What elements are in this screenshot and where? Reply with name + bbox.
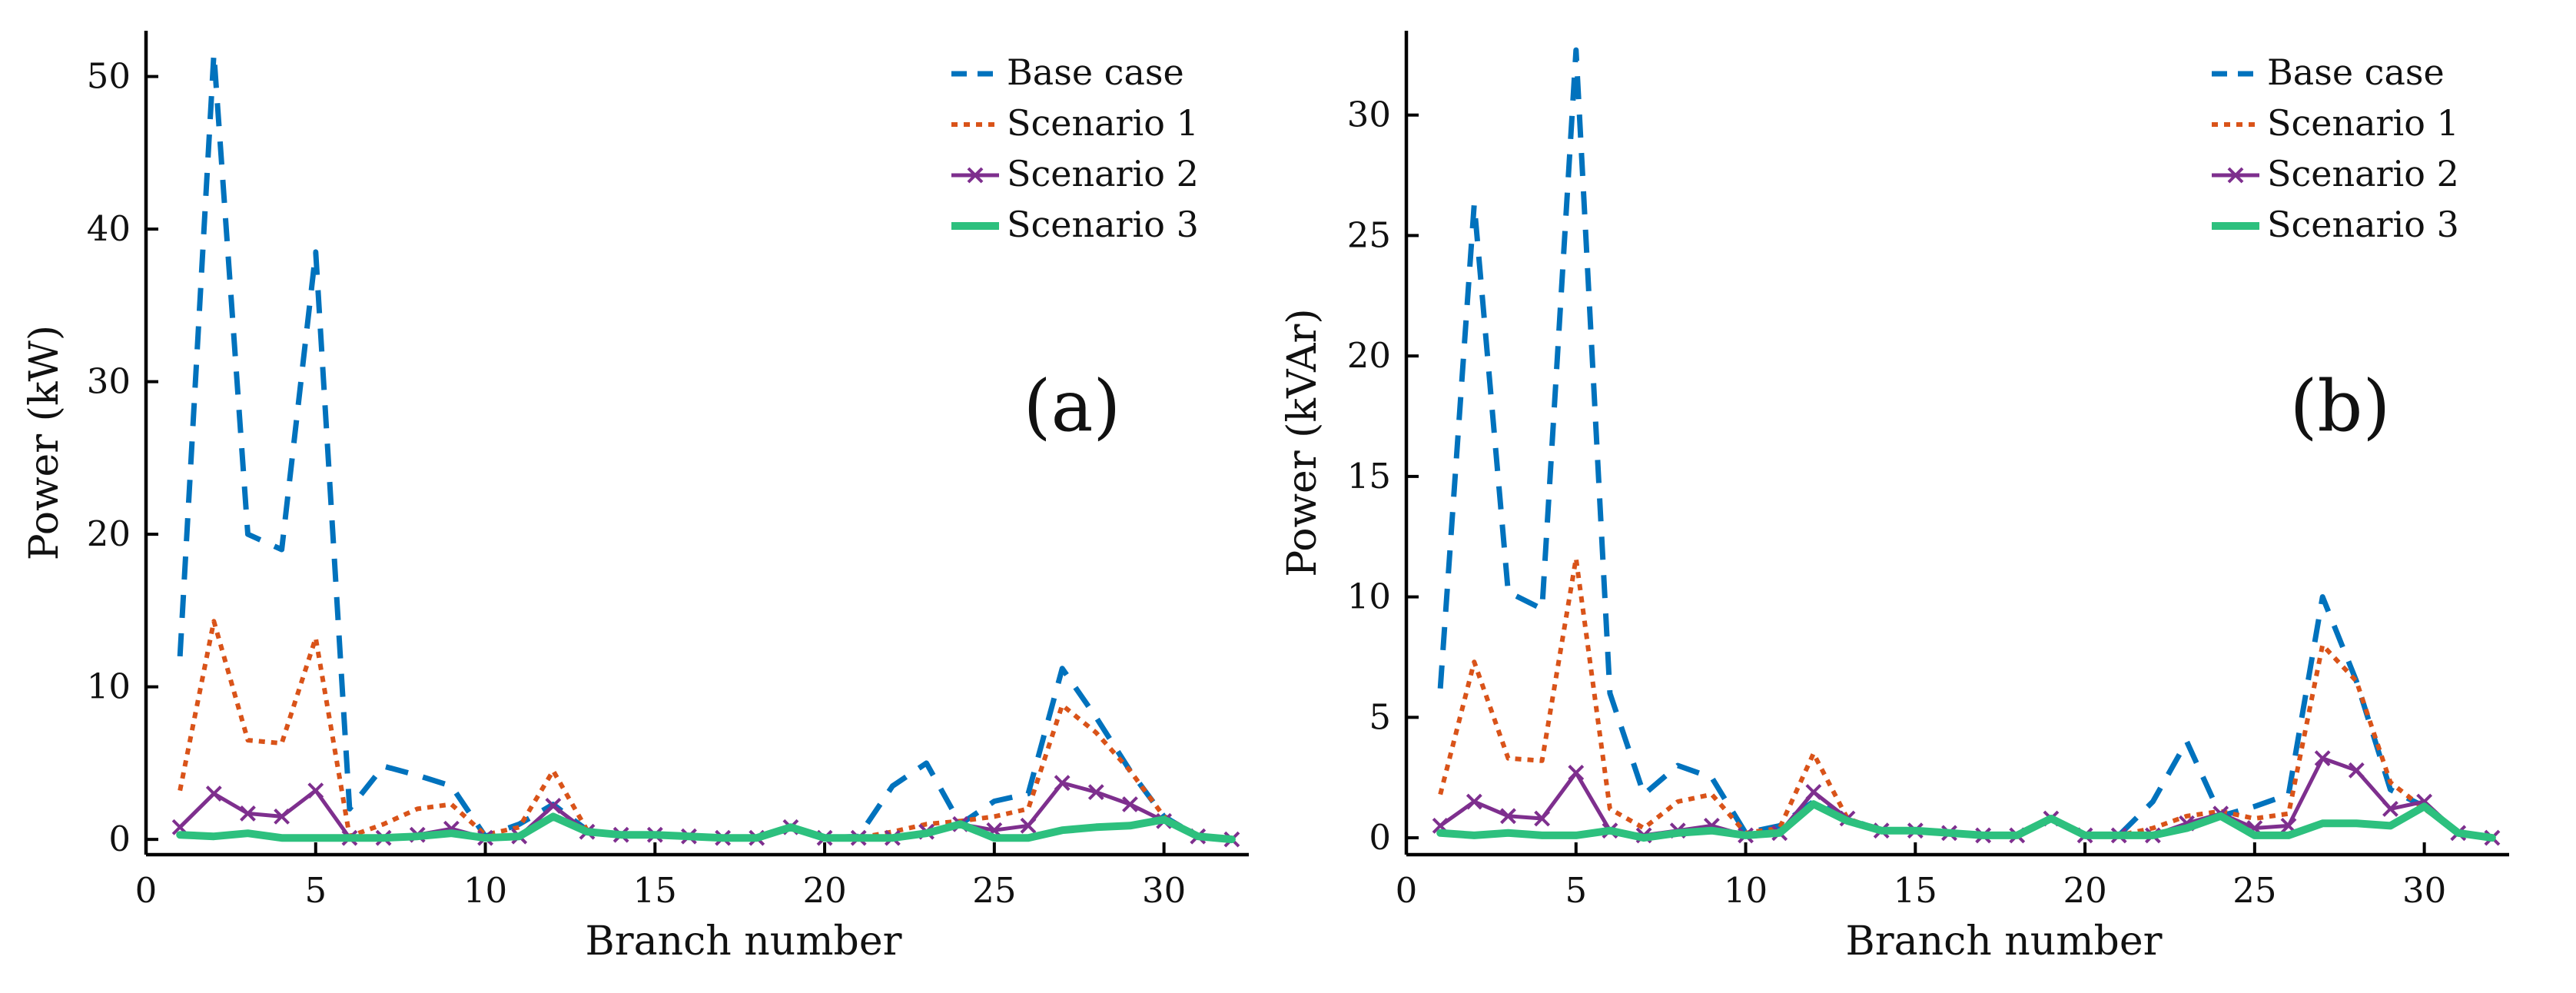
data-point-marker	[545, 798, 562, 814]
data-point-marker	[1500, 808, 1516, 825]
data-point-marker	[1805, 784, 1822, 800]
legend: Base case Scenario 1 Scenario 2 Scenario 3	[951, 51, 1199, 245]
x-tick-label: 5	[1565, 870, 1587, 911]
panel-b: 0 5 10 15 20 25 30 0 5 10 15 20 25 30 Branch number Pow…	[1280, 31, 2509, 965]
legend-marker	[2227, 167, 2244, 184]
x-axis-label: Branch number	[586, 918, 902, 965]
x-tick-label: 0	[1396, 870, 1418, 911]
x-tick-label: 10	[463, 870, 507, 911]
data-point-marker	[240, 805, 256, 822]
legend-entry: Scenario 1	[2267, 102, 2459, 144]
x-tick-label: 20	[2063, 870, 2106, 911]
legend-marker	[967, 167, 984, 184]
data-point-marker	[205, 785, 222, 802]
x-tick-label: 30	[2402, 870, 2446, 911]
series-line-scenario-3	[1436, 800, 2496, 842]
y-axis-label: Power (kW)	[22, 325, 68, 560]
series-line-scenario-1	[1438, 556, 2493, 841]
y-tick-label: 10	[1347, 576, 1391, 617]
legend-entry: Scenario 3	[1007, 204, 1199, 245]
x-tick-label: 20	[802, 870, 846, 911]
data-point-marker	[1087, 784, 1104, 801]
legend-entry: Scenario 2	[1007, 153, 1199, 194]
y-tick-label: 15	[1347, 456, 1391, 496]
panel-label: (b)	[2290, 365, 2391, 447]
y-tick-label: 20	[87, 513, 131, 554]
legend-entry: Scenario 3	[2267, 204, 2459, 245]
y-tick-label: 10	[87, 666, 131, 707]
y-axis-label: Power (kVAr)	[1280, 308, 1326, 576]
data-point-marker	[1122, 796, 1138, 812]
legend-entry: Scenario 1	[1007, 102, 1199, 144]
legend-entry: Base case	[2267, 51, 2445, 93]
y-tick-label: 0	[108, 819, 131, 859]
data-point-marker	[2382, 801, 2398, 817]
y-tick-label: 0	[1369, 817, 1391, 858]
panel-a: 0 5 10 15 20 25 30 0 10 20 30 40 50 Branch number Powe…	[22, 31, 1249, 965]
x-tick-label: 25	[2232, 870, 2276, 911]
legend: Base case Scenario 1 Scenario 2 Scenario 3	[2212, 51, 2459, 245]
data-point-marker	[307, 782, 324, 799]
series-line-base-case	[1437, 47, 2493, 841]
x-tick-label: 25	[972, 870, 1016, 911]
data-point-marker	[1020, 817, 1037, 834]
x-axis-label: Branch number	[1846, 918, 2163, 965]
series-line-scenario-3	[176, 812, 1236, 844]
x-tick-label: 30	[1142, 870, 1186, 911]
data-point-marker	[2348, 762, 2365, 779]
y-tick-label: 25	[1347, 214, 1391, 255]
legend-entry: Scenario 2	[2267, 153, 2459, 194]
data-point-marker	[1466, 793, 1482, 810]
y-tick-label: 40	[87, 208, 131, 249]
legend-entry: Base case	[1007, 51, 1184, 93]
data-point-marker	[1568, 765, 1585, 781]
y-tick-label: 30	[87, 361, 131, 402]
y-tick-label: 20	[1347, 335, 1391, 376]
y-tick-label: 30	[1347, 95, 1391, 135]
x-tick-label: 15	[1894, 870, 1937, 911]
x-tick-label: 15	[633, 870, 677, 911]
data-point-marker	[2314, 750, 2331, 767]
x-tick-label: 0	[135, 870, 158, 911]
data-point-marker	[274, 808, 290, 825]
data-point-marker	[1054, 775, 1071, 792]
panel-label: (a)	[1024, 365, 1121, 447]
y-tick-label: 5	[1369, 696, 1391, 737]
x-tick-label: 5	[304, 870, 327, 911]
y-tick-label: 50	[87, 56, 131, 97]
data-point-marker	[1534, 810, 1551, 827]
x-tick-label: 10	[1724, 870, 1768, 911]
